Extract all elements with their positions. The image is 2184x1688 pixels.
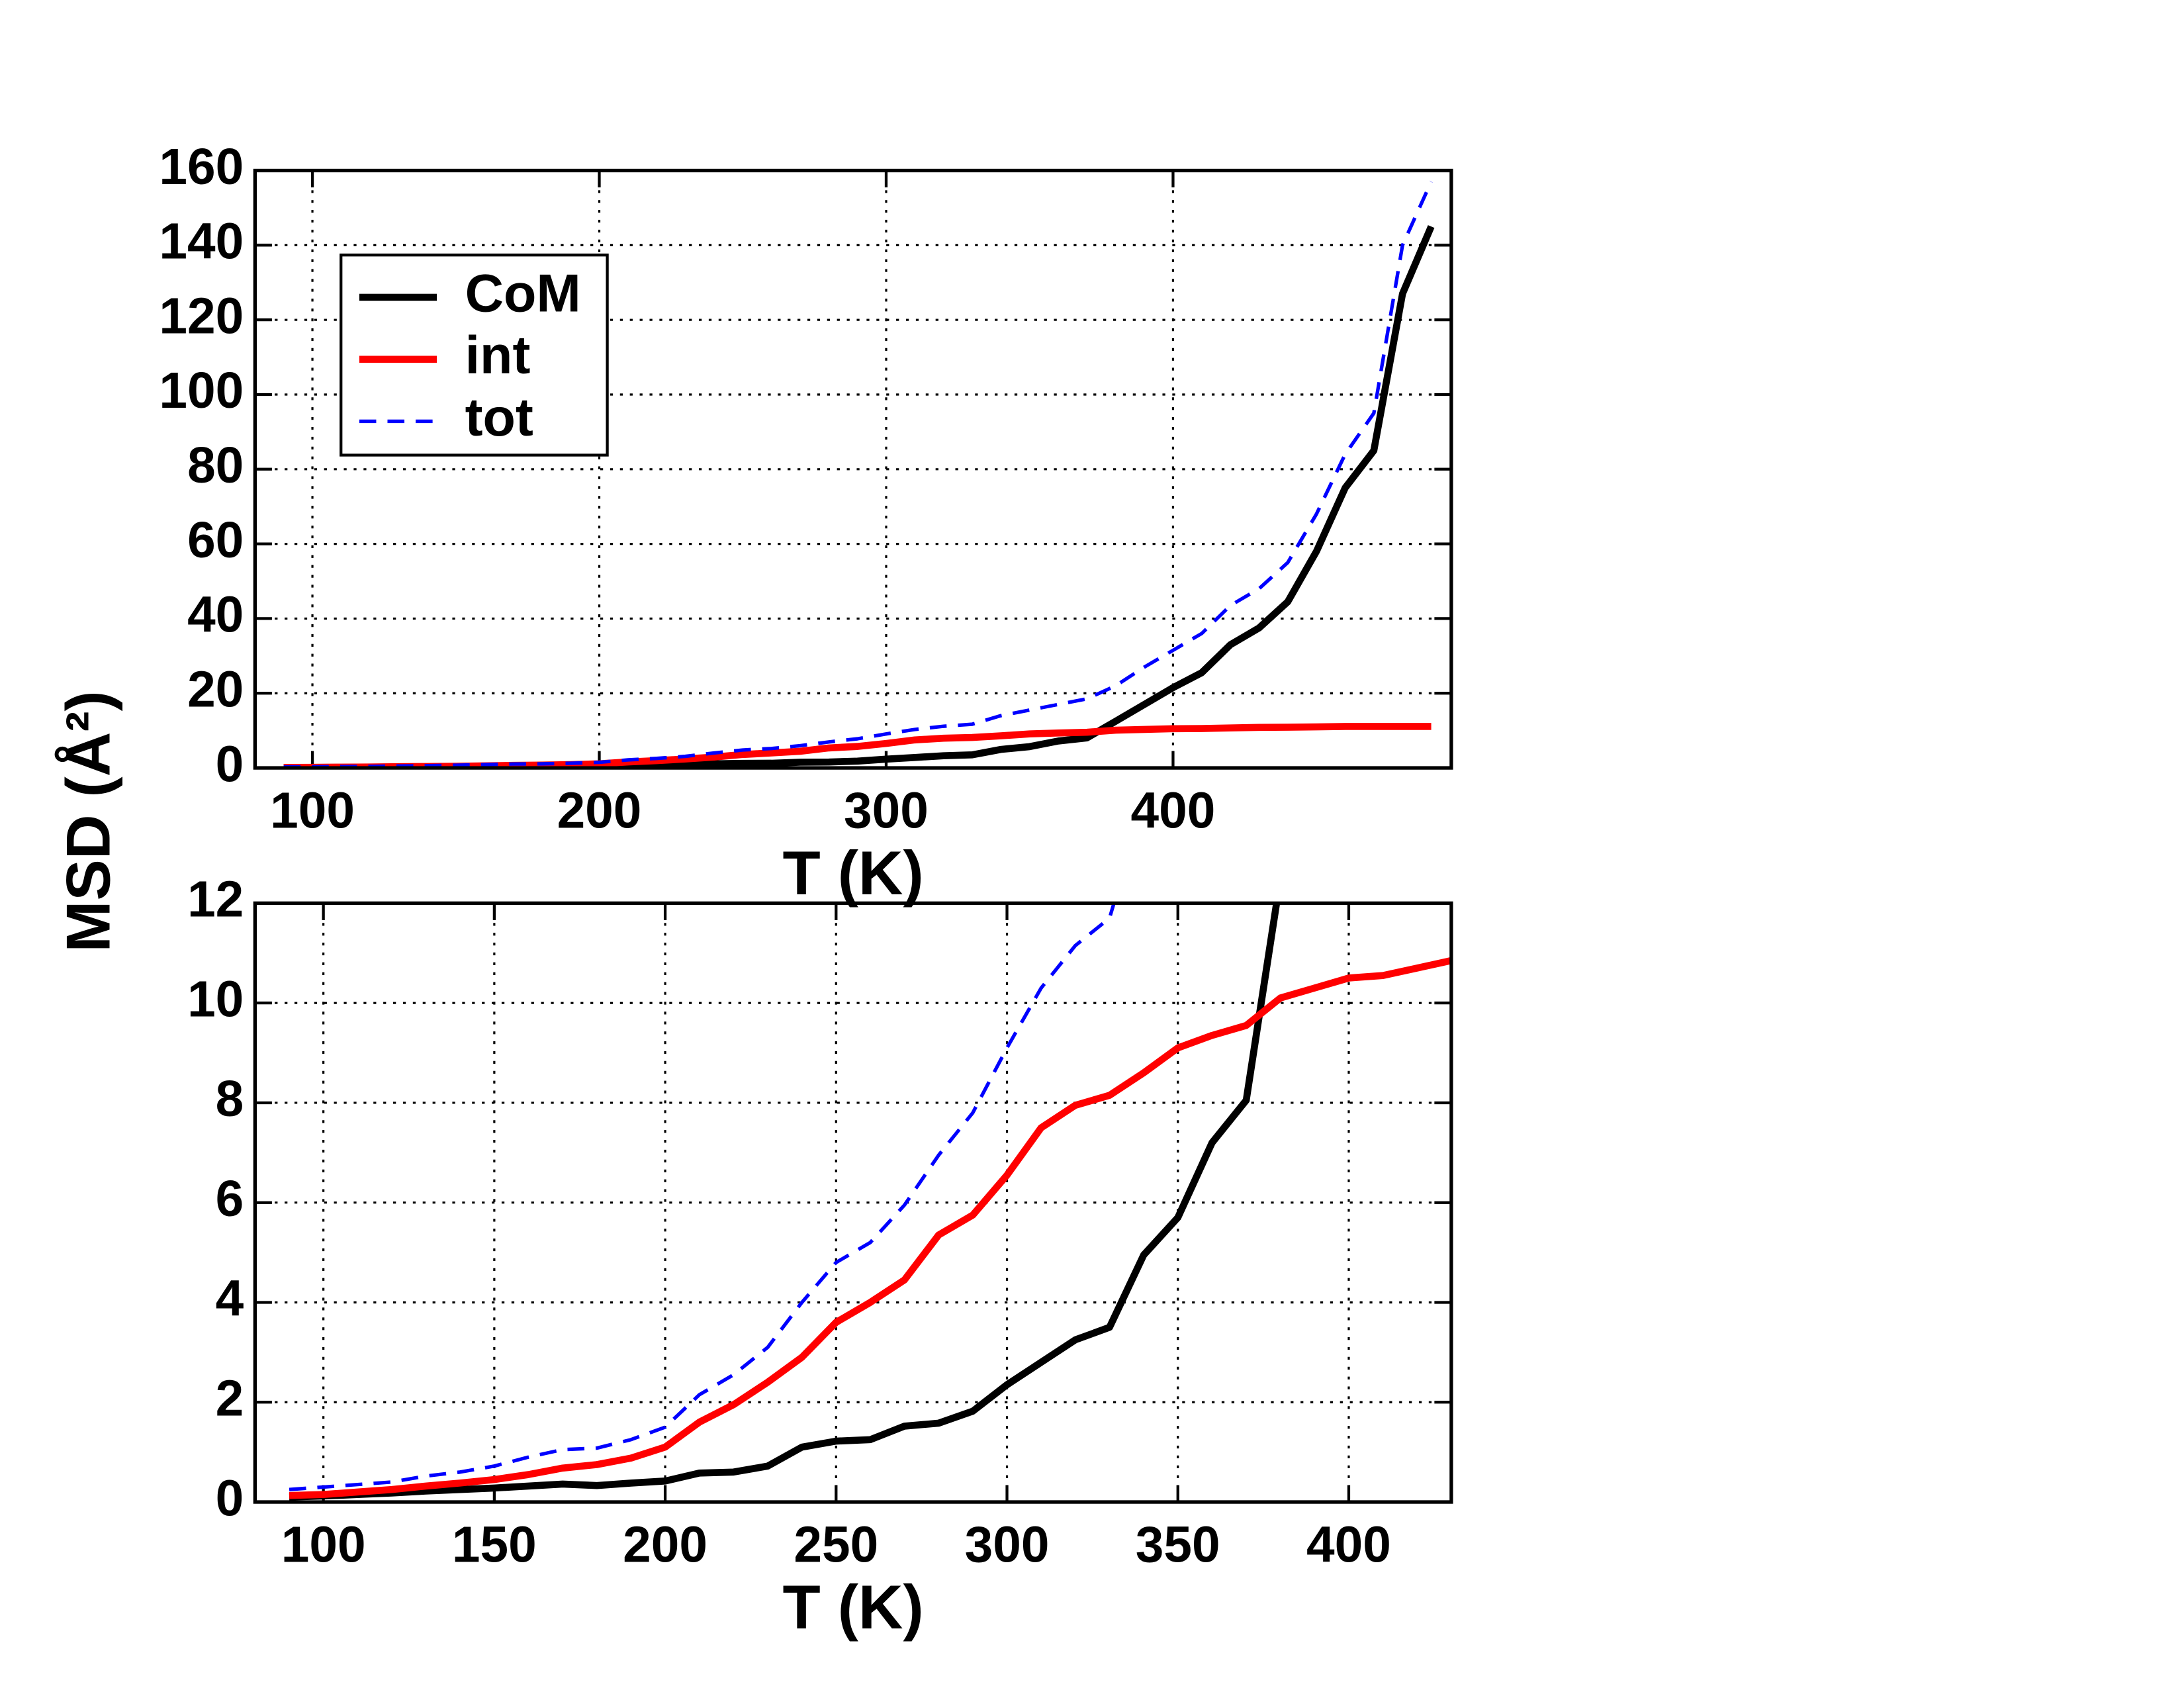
x-tick-label: 100 bbox=[281, 1517, 366, 1573]
y-tick-label: 0 bbox=[216, 736, 244, 792]
y-tick-label: 20 bbox=[187, 662, 244, 718]
y-tick-label: 6 bbox=[216, 1171, 244, 1227]
series-line bbox=[289, 903, 1116, 1491]
x-tick-label: 400 bbox=[1131, 783, 1216, 839]
y-tick-label: 12 bbox=[187, 872, 244, 928]
y-tick-label: 160 bbox=[159, 139, 244, 195]
plot-frame bbox=[253, 901, 1453, 1504]
x-tick-label: 250 bbox=[794, 1517, 878, 1573]
legend-box bbox=[340, 254, 609, 457]
y-axis-label: MSD (Å²) bbox=[53, 690, 122, 952]
x-tick-label: 350 bbox=[1136, 1517, 1220, 1573]
legend-label: tot bbox=[465, 388, 533, 447]
y-tick-label: 100 bbox=[159, 363, 244, 419]
series-line bbox=[283, 181, 1433, 769]
x-tick-label: 200 bbox=[623, 1517, 707, 1573]
y-tick-label: 60 bbox=[187, 512, 244, 569]
y-tick-label: 140 bbox=[159, 214, 244, 270]
x-tick-label: 400 bbox=[1306, 1517, 1391, 1573]
x-axis-label: T (K) bbox=[782, 838, 923, 908]
y-tick-label: 40 bbox=[187, 587, 244, 643]
x-tick-label: 200 bbox=[557, 783, 642, 839]
legend-label: CoM bbox=[465, 264, 581, 324]
x-tick-label: 150 bbox=[452, 1517, 537, 1573]
x-tick-label: 300 bbox=[965, 1517, 1050, 1573]
y-tick-label: 2 bbox=[216, 1371, 244, 1427]
x-axis-label: T (K) bbox=[782, 1572, 923, 1642]
plot-frame bbox=[253, 168, 1453, 770]
legend-label: int bbox=[465, 326, 531, 385]
y-tick-label: 10 bbox=[187, 971, 244, 1027]
y-tick-label: 8 bbox=[216, 1071, 244, 1127]
y-tick-label: 0 bbox=[216, 1470, 244, 1526]
series-line bbox=[289, 903, 1281, 1501]
series-line bbox=[289, 957, 1451, 1499]
x-tick-label: 300 bbox=[844, 783, 929, 839]
plot-area bbox=[289, 903, 1451, 1501]
y-tick-label: 80 bbox=[187, 438, 244, 494]
x-tick-label: 100 bbox=[270, 783, 355, 839]
y-tick-label: 4 bbox=[216, 1271, 244, 1327]
y-tick-label: 120 bbox=[159, 288, 244, 344]
series-line bbox=[283, 723, 1432, 769]
